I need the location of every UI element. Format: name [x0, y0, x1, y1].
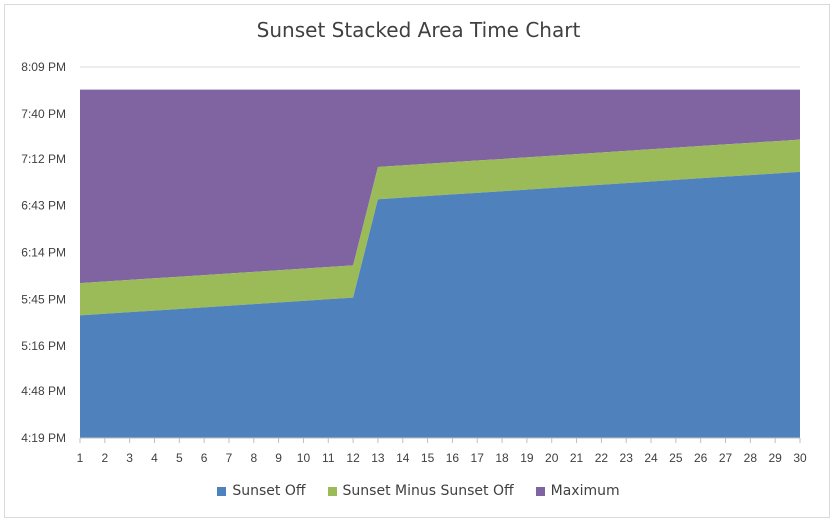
x-tick-label: 20 — [545, 451, 559, 465]
legend-item-sunset-minus: Sunset Minus Sunset Off — [327, 483, 514, 499]
x-tick-label: 30 — [793, 451, 807, 465]
x-tick-label: 10 — [297, 451, 311, 465]
y-tick-label: 6:14 PM — [21, 246, 66, 260]
x-tick-label: 17 — [471, 451, 485, 465]
legend-label-sunset-minus: Sunset Minus Sunset Off — [342, 483, 514, 499]
x-tick-label: 18 — [495, 451, 509, 465]
y-tick-label: 7:12 PM — [21, 152, 66, 166]
x-tick-label: 25 — [669, 451, 683, 465]
legend-label-maximum: Maximum — [550, 483, 620, 499]
y-tick-label: 4:48 PM — [21, 384, 66, 398]
x-tick-label: 12 — [346, 451, 360, 465]
x-tick-label: 13 — [371, 451, 385, 465]
x-tick-label: 23 — [620, 451, 634, 465]
y-tick-label: 8:09 PM — [21, 60, 66, 74]
x-tick-label: 26 — [694, 451, 708, 465]
x-tick-label: 29 — [768, 451, 782, 465]
x-tick-label: 11 — [322, 451, 335, 465]
x-tick-label: 27 — [719, 451, 733, 465]
x-tick-label: 2 — [101, 451, 108, 465]
legend-swatch-maximum — [535, 486, 545, 496]
x-tick-label: 8 — [250, 451, 257, 465]
chart-title: Sunset Stacked Area Time Chart — [256, 18, 581, 42]
y-tick-label: 5:16 PM — [21, 339, 66, 353]
legend-swatch-sunset-minus — [327, 486, 337, 496]
y-tick-label: 6:43 PM — [21, 199, 66, 213]
x-tick-label: 14 — [396, 451, 410, 465]
y-tick-label: 7:40 PM — [21, 107, 66, 121]
y-tick-label: 4:19 PM — [21, 431, 66, 445]
x-tick-label: 3 — [126, 451, 133, 465]
x-tick-label: 5 — [176, 451, 183, 465]
legend-item-sunset-off: Sunset Off — [217, 483, 306, 499]
x-tick-label: 16 — [446, 451, 460, 465]
legend-swatch-sunset-off — [217, 486, 227, 496]
x-tick-label: 1 — [77, 451, 84, 465]
x-tick-label: 24 — [644, 451, 658, 465]
x-tick-label: 15 — [421, 451, 435, 465]
x-tick-label: 19 — [520, 451, 534, 465]
x-tick-label: 28 — [744, 451, 758, 465]
series-maximum-area — [80, 89, 800, 284]
x-tick-label: 6 — [201, 451, 208, 465]
x-tick-label: 7 — [226, 451, 233, 465]
series-sunset-off-area — [80, 171, 800, 438]
x-tick-label: 21 — [570, 451, 584, 465]
y-tick-label: 5:45 PM — [21, 292, 66, 306]
legend: Sunset Off Sunset Minus Sunset Off Maxim… — [0, 483, 837, 499]
x-tick-label: 4 — [151, 451, 158, 465]
series-sunset-minus-area — [80, 139, 800, 316]
x-tick-label: 9 — [275, 451, 282, 465]
legend-item-maximum: Maximum — [535, 483, 620, 499]
legend-label-sunset-off: Sunset Off — [232, 483, 306, 499]
x-tick-label: 22 — [595, 451, 609, 465]
